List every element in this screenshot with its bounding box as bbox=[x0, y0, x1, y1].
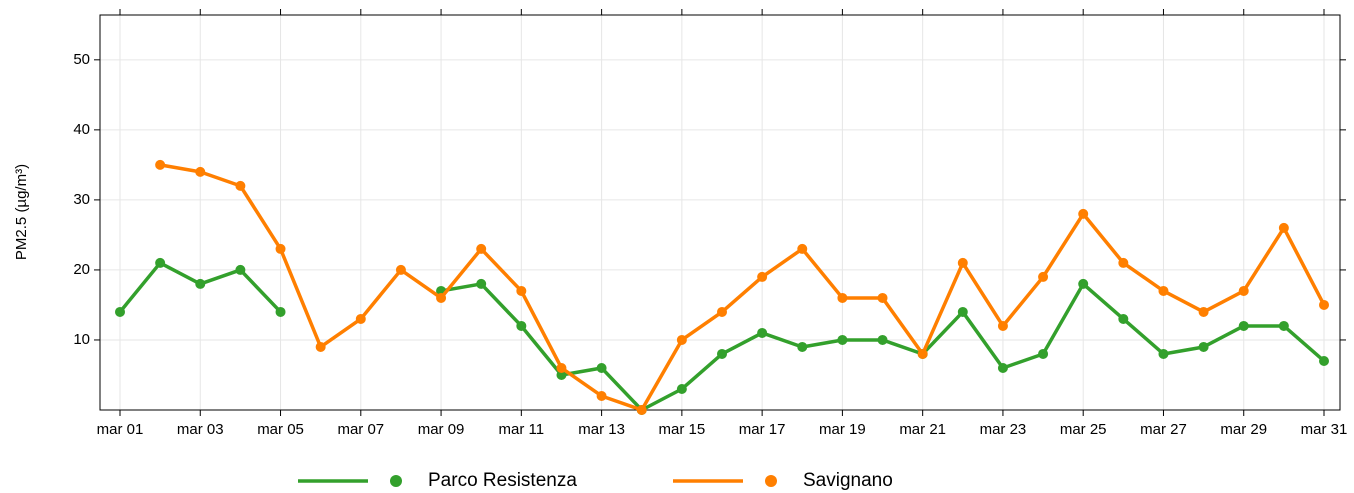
legend-label: Savignano bbox=[803, 470, 893, 491]
data-point bbox=[1078, 208, 1089, 219]
data-point bbox=[436, 292, 447, 303]
data-point bbox=[1198, 306, 1209, 317]
y-axis-label: PM2.5 (µg/m³) bbox=[13, 164, 30, 260]
x-tick-label: mar 21 bbox=[899, 421, 946, 438]
x-tick-label: mar 05 bbox=[257, 421, 304, 438]
data-point bbox=[717, 348, 727, 359]
data-point bbox=[917, 348, 928, 359]
data-point bbox=[1319, 299, 1329, 310]
x-tick-label: mar 13 bbox=[578, 421, 625, 438]
data-point bbox=[556, 369, 567, 380]
x-tick-label: mar 03 bbox=[177, 421, 224, 438]
data-point bbox=[717, 306, 727, 317]
data-point bbox=[997, 320, 1008, 331]
legend-label: Parco Resistenza bbox=[428, 470, 577, 491]
data-point bbox=[1158, 285, 1169, 296]
data-point bbox=[1198, 341, 1209, 352]
data-point bbox=[155, 159, 166, 170]
data-point bbox=[315, 341, 326, 352]
y-tick-label: 30 bbox=[73, 191, 90, 208]
y-tick-label: 50 bbox=[73, 51, 90, 68]
data-point bbox=[195, 166, 206, 177]
x-tick-label: mar 31 bbox=[1301, 421, 1348, 438]
data-point bbox=[235, 180, 246, 191]
x-tick-label: mar 01 bbox=[97, 421, 144, 438]
x-tick-label: mar 27 bbox=[1140, 421, 1187, 438]
data-point bbox=[837, 292, 848, 303]
data-point bbox=[877, 292, 888, 303]
data-point bbox=[1078, 278, 1089, 289]
data-point bbox=[957, 306, 968, 317]
x-tick-label: mar 19 bbox=[819, 421, 866, 438]
x-tick-label: mar 29 bbox=[1220, 421, 1267, 438]
y-tick-label: 10 bbox=[73, 331, 90, 348]
y-tick-label: 20 bbox=[73, 261, 90, 278]
data-point bbox=[797, 243, 808, 254]
data-point bbox=[596, 390, 607, 401]
data-point bbox=[275, 306, 286, 317]
series-line bbox=[118, 261, 1326, 412]
data-point bbox=[1158, 348, 1169, 359]
data-point bbox=[155, 257, 166, 268]
x-tick-label: mar 09 bbox=[418, 421, 465, 438]
data-point bbox=[997, 362, 1008, 373]
legend-marker bbox=[390, 475, 402, 487]
data-point bbox=[837, 334, 848, 345]
data-point bbox=[1278, 320, 1289, 331]
data-point bbox=[275, 243, 286, 254]
data-point bbox=[596, 362, 607, 373]
legend-marker bbox=[765, 475, 777, 487]
data-point bbox=[476, 278, 487, 289]
data-point bbox=[1278, 222, 1289, 233]
x-tick-label: mar 23 bbox=[980, 421, 1027, 438]
data-point bbox=[957, 257, 968, 268]
y-tick-label: 40 bbox=[73, 121, 90, 138]
data-point bbox=[676, 383, 687, 394]
data-point bbox=[556, 362, 567, 373]
x-tick-label: mar 15 bbox=[659, 421, 706, 438]
data-point bbox=[877, 334, 888, 345]
data-point bbox=[1118, 257, 1129, 268]
x-tick-label: mar 17 bbox=[739, 421, 786, 438]
data-point bbox=[1038, 348, 1049, 359]
data-point bbox=[1238, 320, 1249, 331]
data-point bbox=[1238, 285, 1249, 296]
data-point bbox=[636, 405, 647, 415]
data-point bbox=[516, 285, 527, 296]
data-point bbox=[516, 320, 527, 331]
plot-frame bbox=[99, 14, 1341, 411]
x-tick-label: mar 11 bbox=[499, 421, 545, 438]
data-point bbox=[757, 271, 768, 282]
x-tick-label: mar 07 bbox=[337, 421, 384, 438]
data-point bbox=[476, 243, 487, 254]
series-line bbox=[159, 163, 1326, 412]
data-point bbox=[195, 278, 206, 289]
data-point bbox=[1038, 271, 1049, 282]
data-point bbox=[395, 264, 406, 275]
data-point bbox=[797, 341, 808, 352]
data-point bbox=[676, 334, 687, 345]
data-point bbox=[1319, 355, 1329, 366]
data-point bbox=[355, 313, 366, 324]
data-point bbox=[235, 264, 246, 275]
data-point bbox=[757, 327, 768, 338]
x-tick-label: mar 25 bbox=[1060, 421, 1107, 438]
data-point bbox=[1118, 313, 1129, 324]
data-point bbox=[115, 306, 125, 317]
